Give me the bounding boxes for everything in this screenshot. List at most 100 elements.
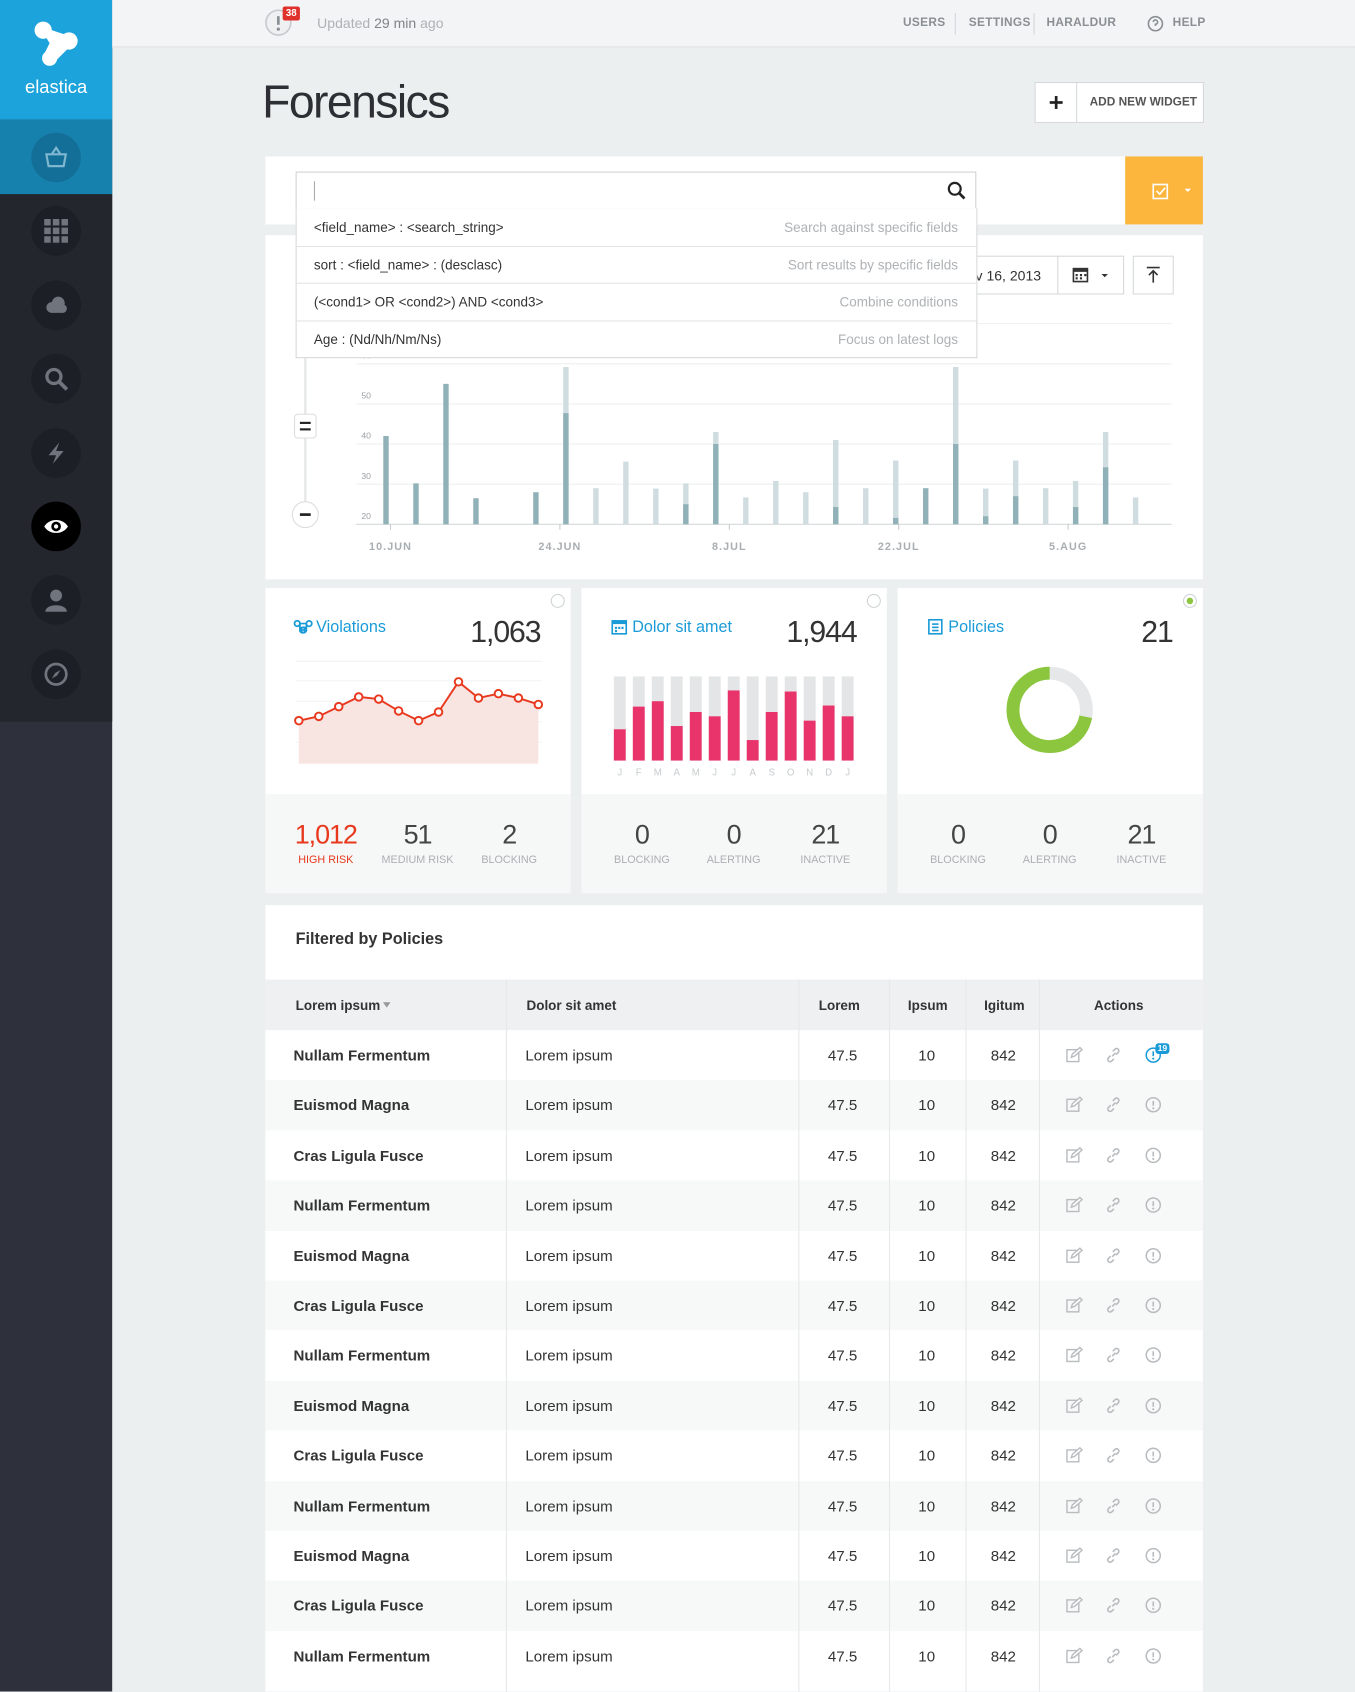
edit-action[interactable] <box>1065 1447 1084 1464</box>
suggestion-hint: Combine conditions <box>839 294 958 310</box>
edit-action[interactable] <box>1065 1396 1084 1414</box>
alert-action[interactable] <box>1145 1397 1162 1414</box>
widget-select[interactable] <box>550 593 565 608</box>
nav-alerts[interactable] <box>31 428 81 478</box>
edit-action[interactable] <box>1065 1497 1084 1514</box>
updated-ago: ago <box>420 15 444 32</box>
cell-number: 10 <box>918 1046 936 1064</box>
nav-cloud[interactable] <box>31 280 81 331</box>
widget-select[interactable] <box>1182 593 1197 608</box>
link-action[interactable] <box>1105 1347 1122 1364</box>
alert-action[interactable] <box>1145 1147 1162 1164</box>
nav-users[interactable] <box>31 575 81 625</box>
link-action[interactable] <box>1105 1447 1122 1464</box>
table-row[interactable] <box>265 1130 1203 1181</box>
suggestion[interactable]: sort : <field_name> : (desclasc) Sort res… <box>296 245 977 283</box>
table-title: Filtered by Policies <box>295 929 444 949</box>
nav-search[interactable] <box>31 353 81 404</box>
link-action[interactable] <box>1105 1247 1122 1264</box>
link-action[interactable] <box>1105 1046 1122 1063</box>
select-button[interactable] <box>1125 156 1203 225</box>
suggestion[interactable]: Age : (Nd/Nh/Nm/Ns) Focus on latest logs <box>296 319 977 358</box>
edit-action[interactable] <box>1065 1346 1084 1364</box>
alert-action[interactable] <box>1145 1647 1162 1664</box>
alert-action[interactable] <box>1145 1547 1162 1564</box>
edit-action[interactable] <box>1065 1597 1084 1614</box>
link-action[interactable] <box>1105 1147 1122 1164</box>
table-row[interactable] <box>265 1530 1203 1581</box>
link-action[interactable] <box>1105 1397 1122 1414</box>
sort-indicator[interactable] <box>382 1002 392 1008</box>
cell-number: 842 <box>990 1346 1016 1365</box>
widget-total: 1,063 <box>470 614 541 649</box>
cell-number: 842 <box>990 1446 1016 1465</box>
nav-forensics[interactable] <box>31 501 81 552</box>
nav-user-link[interactable]: HARALDUR <box>1046 16 1117 30</box>
alert-action[interactable] <box>1145 1347 1162 1364</box>
table-row[interactable] <box>265 1030 1203 1081</box>
link-action[interactable] <box>1105 1597 1122 1614</box>
table-row[interactable] <box>265 1480 1203 1531</box>
link-action[interactable] <box>1105 1197 1122 1214</box>
table-row[interactable] <box>265 1080 1203 1131</box>
suggestion[interactable]: (<cond1> OR <cond2>) AND <cond3> Combine … <box>296 282 977 321</box>
nav-settings-link[interactable]: SETTINGS <box>968 16 1031 30</box>
alert-action[interactable] <box>1145 1046 1162 1063</box>
nav-users-link[interactable]: USERS <box>902 16 946 30</box>
edit-action[interactable] <box>1065 1647 1084 1664</box>
table-row[interactable] <box>265 1230 1203 1281</box>
calendar-button[interactable] <box>1057 255 1125 295</box>
line-point <box>393 706 404 716</box>
alert-action[interactable] <box>1145 1497 1162 1514</box>
nav-compass[interactable] <box>31 649 81 700</box>
alert-action[interactable] <box>1145 1597 1162 1614</box>
bar <box>765 712 778 761</box>
alert-action[interactable] <box>1145 1447 1162 1464</box>
chart-area <box>294 660 544 764</box>
chart-area <box>1006 666 1093 754</box>
edit-action[interactable] <box>1065 1196 1084 1214</box>
y-tick-label: 30 <box>361 471 371 481</box>
edit-action[interactable] <box>1065 1096 1084 1114</box>
alert-action[interactable] <box>1145 1197 1162 1214</box>
logo[interactable]: elastica <box>0 0 113 120</box>
link-action[interactable] <box>1105 1497 1122 1514</box>
alert-action[interactable] <box>1145 1247 1162 1264</box>
nav-help-link[interactable]: HELP <box>1172 16 1206 30</box>
add-widget-button[interactable]: ADD NEW WIDGET <box>1034 81 1204 123</box>
edit-action[interactable] <box>1065 1146 1084 1164</box>
stat-value: 51 <box>403 819 433 851</box>
cell-number: 10 <box>918 1647 936 1665</box>
table-row[interactable] <box>265 1580 1203 1631</box>
search-icon[interactable] <box>947 181 966 200</box>
edit-action[interactable] <box>1065 1246 1084 1264</box>
link-action[interactable] <box>1105 1297 1122 1314</box>
suggestion[interactable]: <field_name> : <search_string> Search aga… <box>296 208 977 246</box>
stat-label: BLOCKING <box>481 854 538 867</box>
nav-selected[interactable] <box>0 119 113 195</box>
table-row[interactable] <box>265 1330 1203 1381</box>
link-action[interactable] <box>1105 1547 1122 1564</box>
edit-action[interactable] <box>1065 1046 1084 1063</box>
zoom-handle[interactable] <box>293 413 317 439</box>
cell-number: 47.5 <box>827 1096 858 1114</box>
table-row[interactable] <box>265 1380 1203 1431</box>
search-input[interactable] <box>295 171 977 210</box>
export-button[interactable] <box>1132 255 1174 295</box>
edit-action[interactable] <box>1065 1296 1084 1314</box>
table-row[interactable] <box>265 1430 1203 1481</box>
bar <box>893 460 899 525</box>
x-tick-label: J <box>845 768 850 779</box>
alert-action[interactable] <box>1145 1297 1162 1314</box>
alert-action[interactable] <box>1145 1097 1162 1114</box>
link-action[interactable] <box>1105 1097 1122 1114</box>
link-action[interactable] <box>1105 1647 1122 1664</box>
table-row[interactable] <box>265 1630 1203 1682</box>
table-row[interactable] <box>265 1180 1203 1231</box>
edit-action[interactable] <box>1065 1547 1084 1564</box>
column-divider <box>798 979 800 1692</box>
nav-apps[interactable] <box>31 206 81 256</box>
table-row[interactable] <box>265 1280 1203 1331</box>
widget-select[interactable] <box>866 593 881 608</box>
x-tick-label: N <box>806 768 813 779</box>
